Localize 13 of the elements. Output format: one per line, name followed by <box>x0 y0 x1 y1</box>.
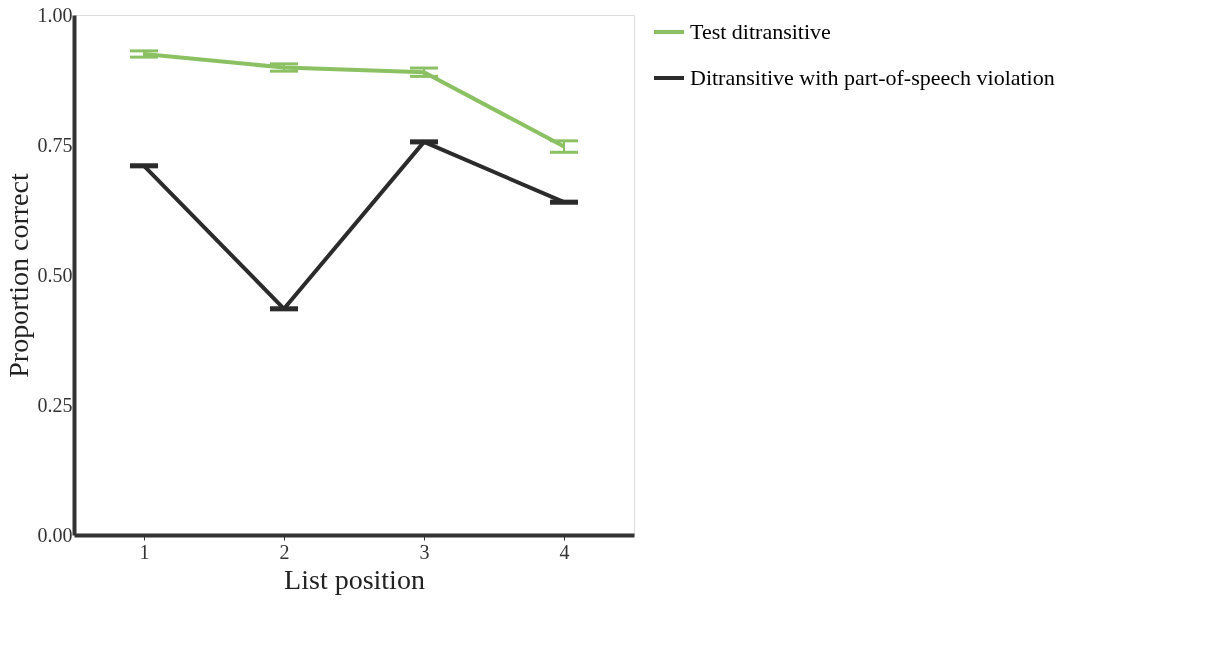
x-axis-title: List position <box>284 563 425 595</box>
y-tick-label: 1.00 <box>37 3 73 26</box>
y-tick-label: 0.25 <box>37 393 73 416</box>
legend-label: Test ditransitive <box>690 19 831 44</box>
legend-label: Ditransitive with part-of-speech violation <box>690 65 1055 90</box>
x-tick-label: 2 <box>279 540 290 563</box>
x-tick-label: 3 <box>419 540 430 563</box>
y-tick-label: 0.75 <box>37 133 73 156</box>
x-tick-label: 4 <box>559 540 570 563</box>
y-tick-label: 0.50 <box>37 263 73 286</box>
y-tick-label: 0.00 <box>37 523 73 546</box>
y-axis-title: Proportion correct <box>2 173 34 378</box>
x-tick-label: 1 <box>139 540 150 563</box>
